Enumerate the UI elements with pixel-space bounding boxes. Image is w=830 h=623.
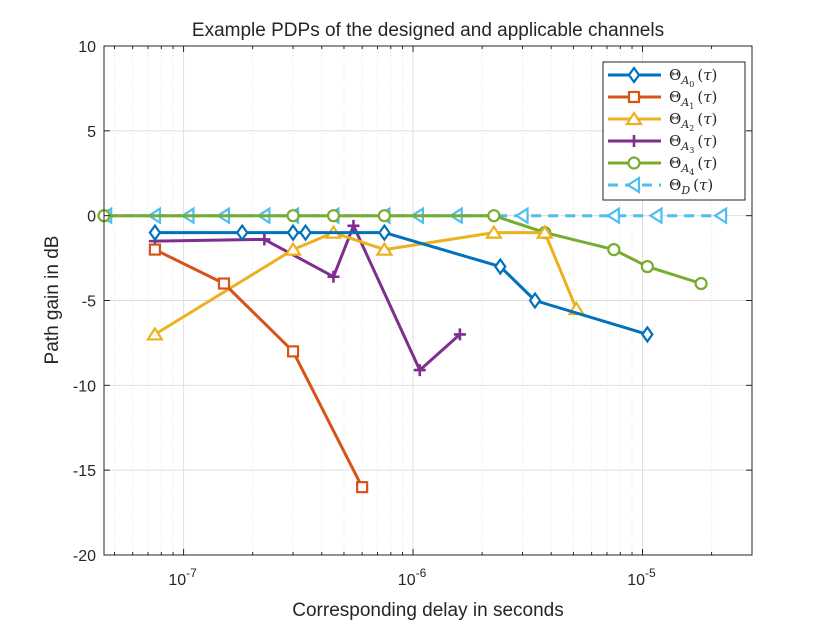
legend-item: ΘA0(τ) — [608, 66, 717, 89]
data-point — [235, 223, 249, 242]
data-point — [356, 481, 369, 494]
data-point — [347, 219, 360, 232]
data-point — [493, 257, 507, 276]
y-tick-label: -15 — [73, 463, 96, 480]
legend: ΘA0(τ)ΘA1(τ)ΘA2(τ)ΘA3(τ)ΘA4(τ)ΘD (τ) — [602, 61, 746, 201]
data-point — [299, 223, 312, 242]
legend-label: ΘA0(τ) — [669, 66, 717, 89]
legend-marker — [627, 66, 641, 84]
data-point — [648, 206, 663, 225]
data-point — [694, 276, 708, 291]
y-tick-label: -10 — [73, 378, 96, 395]
data-point — [217, 277, 231, 290]
legend-item: ΘA4(τ) — [608, 154, 717, 177]
legend-item: ΘA1(τ) — [608, 88, 717, 111]
y-tick-label: 0 — [87, 209, 96, 226]
data-point — [713, 206, 728, 225]
data-point — [326, 209, 341, 223]
x-tick-label: 10-6 — [398, 566, 427, 589]
data-point — [258, 233, 271, 246]
y-tick-label: -5 — [82, 294, 96, 311]
legend-item: ΘA3(τ) — [608, 132, 717, 155]
data-point — [605, 206, 620, 225]
data-point — [640, 259, 654, 274]
x-axis-label: Corresponding delay in seconds — [292, 600, 563, 621]
y-tick-label: 10 — [78, 39, 96, 56]
ticks: -20 -15 -10 -5 0 5 10 10-7 10-6 10-5 — [73, 39, 752, 589]
legend-label: ΘA3(τ) — [669, 132, 717, 155]
legend-marker — [627, 156, 641, 170]
data-point — [377, 209, 391, 223]
data-point — [514, 206, 529, 225]
grid — [104, 46, 752, 555]
data-point — [145, 326, 164, 341]
legend-label: ΘA1(τ) — [669, 88, 717, 111]
legend-label: ΘA2(τ) — [669, 110, 717, 133]
data-point — [148, 243, 162, 256]
data-point — [535, 224, 554, 239]
legend-marker — [627, 90, 641, 104]
y-tick-label: -20 — [73, 548, 96, 565]
data-point — [487, 209, 501, 223]
y-tick-label: 5 — [87, 124, 96, 141]
x-tick-label: 10-7 — [168, 566, 197, 589]
series-0 — [148, 223, 654, 344]
data-point — [528, 291, 542, 310]
series-1 — [148, 243, 369, 494]
data-point — [378, 223, 391, 242]
chart-title: Example PDPs of the designed and applica… — [192, 20, 664, 41]
data-point — [375, 241, 394, 256]
data-point — [453, 328, 466, 341]
data-point — [284, 241, 303, 256]
series-layer — [97, 206, 728, 494]
data-point — [413, 364, 426, 377]
series-line — [154, 224, 461, 372]
legend-item: ΘD (τ) — [608, 175, 713, 197]
legend-marker — [628, 135, 640, 147]
data-point — [641, 325, 654, 344]
legend-box — [602, 61, 746, 201]
data-point — [327, 270, 340, 283]
series-line — [154, 231, 648, 336]
data-point — [286, 345, 300, 358]
data-point — [484, 224, 503, 239]
legend-marker — [624, 110, 644, 126]
y-axis-label: Path gain in dB — [42, 236, 63, 365]
data-point — [607, 243, 621, 257]
legend-marker — [625, 175, 641, 195]
series-3 — [148, 219, 466, 377]
data-point — [286, 223, 300, 242]
data-point — [286, 209, 300, 223]
legend-label: ΘD (τ) — [669, 176, 713, 197]
x-tick-label: 10-5 — [627, 566, 656, 589]
data-point — [148, 223, 162, 242]
legend-label: ΘA4(τ) — [669, 154, 717, 177]
series-line — [154, 248, 364, 488]
legend-item: ΘA2(τ) — [608, 110, 717, 133]
series-2 — [145, 224, 586, 341]
